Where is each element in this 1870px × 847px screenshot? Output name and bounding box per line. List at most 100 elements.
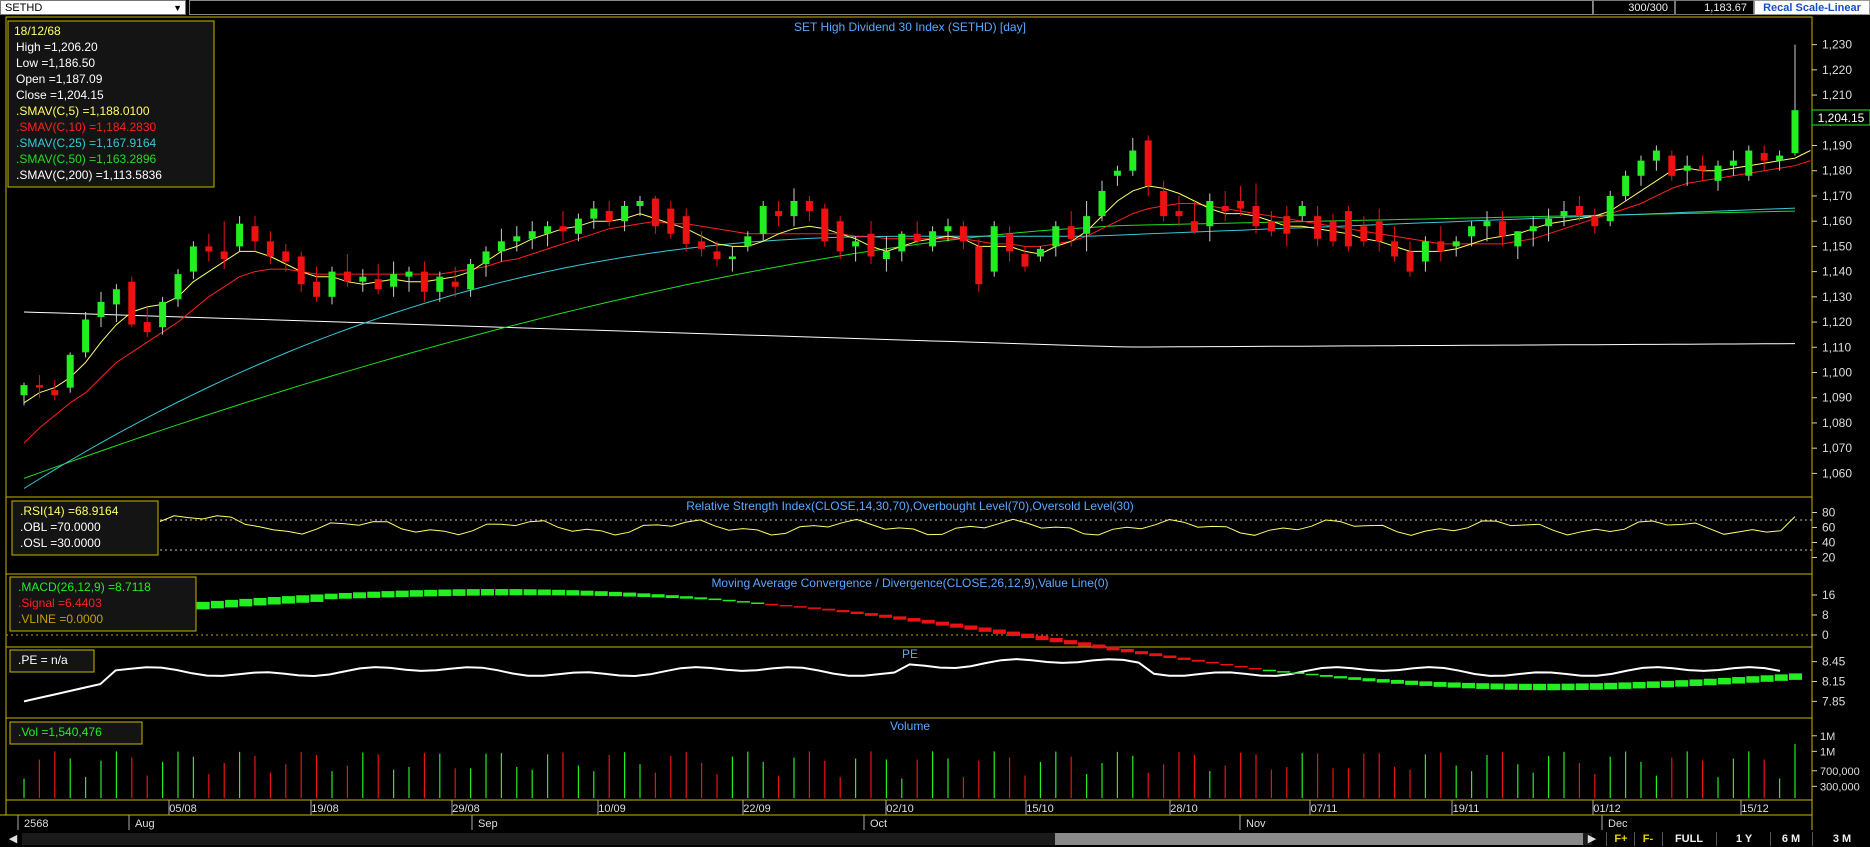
range-3m-button[interactable]: 3 M (1812, 832, 1870, 846)
candle-body (528, 231, 536, 239)
date-tick-label: 01/12 (1593, 803, 1621, 815)
macd-bar (665, 595, 679, 599)
macd-bar (1547, 683, 1561, 691)
candle-body (636, 200, 644, 207)
month-label: 2568 (24, 818, 48, 830)
candle-body (1006, 233, 1014, 252)
macd-bar (210, 600, 224, 609)
macd-bar (1078, 642, 1092, 647)
macd-bar (1106, 646, 1120, 651)
macd-tick-label: 16 (1822, 588, 1836, 602)
sma10-line (23, 160, 1811, 444)
candle-body (266, 241, 274, 257)
macd-bar (1604, 682, 1618, 690)
zoom-in-button[interactable]: F+ (1606, 832, 1635, 846)
month-label: Dec (1608, 818, 1628, 830)
recal-scale-button[interactable]: Recal Scale-Linear (1754, 0, 1870, 15)
info-line: High =1,206.20 (16, 40, 98, 54)
macd-bar (864, 613, 878, 616)
price-tick-label: 1,120 (1822, 315, 1852, 329)
rsi-line-path (159, 515, 1796, 536)
macd-bar (1063, 640, 1077, 645)
macd-bar (1376, 679, 1390, 683)
info-line: .PE = n/a (18, 653, 68, 667)
candle-body (390, 274, 398, 287)
volume-title: Volume (890, 719, 930, 733)
zoom-out-button[interactable]: F- (1634, 832, 1661, 846)
scroll-left-icon[interactable]: ◀ (8, 833, 18, 845)
macd-bar (1390, 679, 1404, 684)
candle-body (20, 385, 28, 396)
info-line: .SMAV(C,10) =1,184.2830 (16, 120, 157, 134)
macd-bar (367, 591, 381, 598)
candle-body (744, 236, 752, 247)
candle-body (1575, 206, 1583, 217)
price-tick-label: 1,180 (1822, 164, 1852, 178)
macd-bar (1277, 671, 1291, 673)
month-label: Nov (1246, 818, 1266, 830)
date-tick-label: 07/11 (1311, 803, 1338, 815)
date-tick-label: 19/08 (311, 803, 339, 815)
candle-body (220, 251, 228, 259)
scrollbar-thumb[interactable] (1055, 833, 1583, 845)
candle-body (497, 241, 505, 252)
candle-body (1190, 221, 1198, 232)
info-line: Low =1,186.50 (16, 56, 95, 70)
candle-body (821, 208, 829, 242)
range-full-button[interactable]: FULL (1662, 832, 1715, 846)
macd-bar (1049, 637, 1063, 643)
info-box (9, 576, 197, 632)
price-tick-label: 1,190 (1822, 139, 1852, 153)
macd-bar (580, 590, 594, 596)
macd-bar (1447, 682, 1461, 688)
symbol-select[interactable]: SETHD ▼ (0, 0, 186, 15)
candle-body (1483, 221, 1491, 227)
scroll-right-icon[interactable]: ▶ (1587, 833, 1597, 845)
macd-bar (1646, 681, 1660, 688)
candle-body (1452, 241, 1460, 247)
price-tick-label: 1,160 (1822, 214, 1852, 228)
toolbar-spacer (189, 0, 1593, 15)
pe-line (23, 658, 1781, 703)
macd-bar (1476, 683, 1490, 689)
date-tick-label: 29/08 (452, 803, 480, 815)
chevron-down-icon[interactable]: ▼ (173, 3, 182, 13)
candle-body (313, 281, 321, 297)
macd-bar (680, 596, 694, 599)
macd-bar (1206, 661, 1220, 664)
macd-bar (1746, 676, 1760, 683)
macd-bar (1774, 674, 1788, 681)
macd-bar (1518, 683, 1532, 691)
candle-body (1391, 241, 1399, 257)
price-tick-label: 1,090 (1822, 391, 1852, 405)
candle-body (1129, 150, 1137, 171)
macd-bar (907, 618, 921, 622)
volume-tick-label: 700,000 (1820, 766, 1860, 778)
macd-bar (1035, 635, 1049, 641)
candle-body (1113, 170, 1121, 176)
macd-bar (338, 592, 352, 599)
price-tick-label: 1,170 (1822, 189, 1852, 203)
candle-body (513, 236, 521, 242)
macd-bar (1163, 655, 1177, 659)
candle-body (959, 226, 967, 242)
macd-bar (1618, 682, 1632, 689)
candle-body (790, 200, 798, 217)
price-tick-label: 1,060 (1822, 466, 1852, 480)
macd-bar (1362, 678, 1376, 682)
range-1y-button[interactable]: 1 Y (1716, 832, 1771, 846)
macd-bar (637, 593, 651, 597)
price-tick-label: 1,070 (1822, 441, 1852, 455)
range-6m-button[interactable]: 6 M (1770, 832, 1811, 846)
macd-bar (793, 606, 807, 608)
price-tick-label: 1,230 (1822, 38, 1852, 52)
candle-body (1283, 216, 1291, 234)
candle-body (913, 233, 921, 242)
macd-bar (523, 589, 537, 596)
info-line: Close =1,204.15 (16, 88, 104, 102)
candle-body (713, 251, 721, 259)
current-price-label: 1,204.15 (1818, 111, 1865, 125)
axes: 1,2301,2201,2101,2001,1901,1801,1701,160… (17, 38, 1860, 830)
candle-body (343, 271, 351, 282)
